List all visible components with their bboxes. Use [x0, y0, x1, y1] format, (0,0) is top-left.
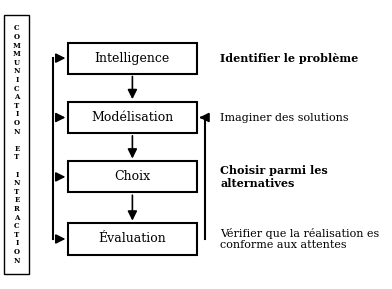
- Text: Imaginer des solutions: Imaginer des solutions: [220, 112, 349, 123]
- FancyBboxPatch shape: [68, 223, 196, 255]
- FancyBboxPatch shape: [68, 42, 196, 74]
- Text: Choix: Choix: [114, 171, 151, 184]
- Text: Identifier le problème: Identifier le problème: [220, 53, 358, 64]
- FancyBboxPatch shape: [4, 15, 29, 274]
- Text: Modélisation: Modélisation: [91, 111, 174, 124]
- FancyBboxPatch shape: [68, 102, 196, 133]
- Text: Évaluation: Évaluation: [98, 232, 166, 245]
- Text: Vérifier que la réalisation es
conforme aux attentes: Vérifier que la réalisation es conforme …: [220, 228, 379, 250]
- FancyBboxPatch shape: [68, 161, 196, 192]
- Text: C
O
M
M
U
N
I
C
A
T
I
O
N
 
E
T
 
I
N
T
E
R
A
C
T
I
O
N: C O M M U N I C A T I O N E T I N T E R …: [13, 24, 21, 265]
- Text: Intelligence: Intelligence: [95, 52, 170, 65]
- Text: Choisir parmi les
alternatives: Choisir parmi les alternatives: [220, 165, 328, 189]
